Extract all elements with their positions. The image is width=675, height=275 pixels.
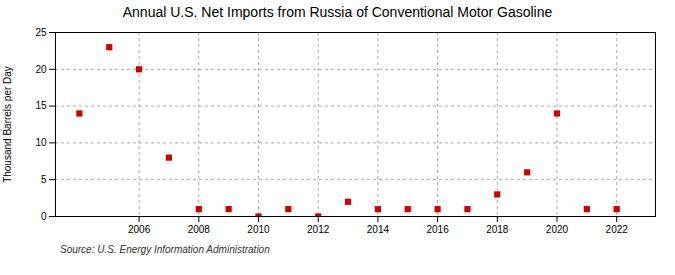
svg-text:2012: 2012 xyxy=(307,224,330,235)
svg-text:2016: 2016 xyxy=(426,224,449,235)
svg-text:Thousand Barrels per Day: Thousand Barrels per Day xyxy=(2,66,13,183)
svg-text:10: 10 xyxy=(35,137,47,148)
svg-text:0: 0 xyxy=(41,211,47,222)
svg-text:2020: 2020 xyxy=(546,224,569,235)
svg-text:2022: 2022 xyxy=(606,224,629,235)
html-text:Annual U.S. Net Imports from R: Annual U.S. Net Imports from Russia of C… xyxy=(122,4,553,20)
svg-text:15: 15 xyxy=(35,100,47,111)
svg-text:2018: 2018 xyxy=(486,224,509,235)
svg-text:2008: 2008 xyxy=(188,224,211,235)
svg-text:2010: 2010 xyxy=(247,224,270,235)
svg-text:25: 25 xyxy=(35,27,47,38)
svg-text:2006: 2006 xyxy=(128,224,151,235)
html-text:Source: U.S. Energy Informatio: Source: U.S. Energy Information Administ… xyxy=(60,244,270,255)
svg-text:2014: 2014 xyxy=(367,224,390,235)
svg-text:20: 20 xyxy=(35,64,47,75)
svg-text:5: 5 xyxy=(41,174,47,185)
